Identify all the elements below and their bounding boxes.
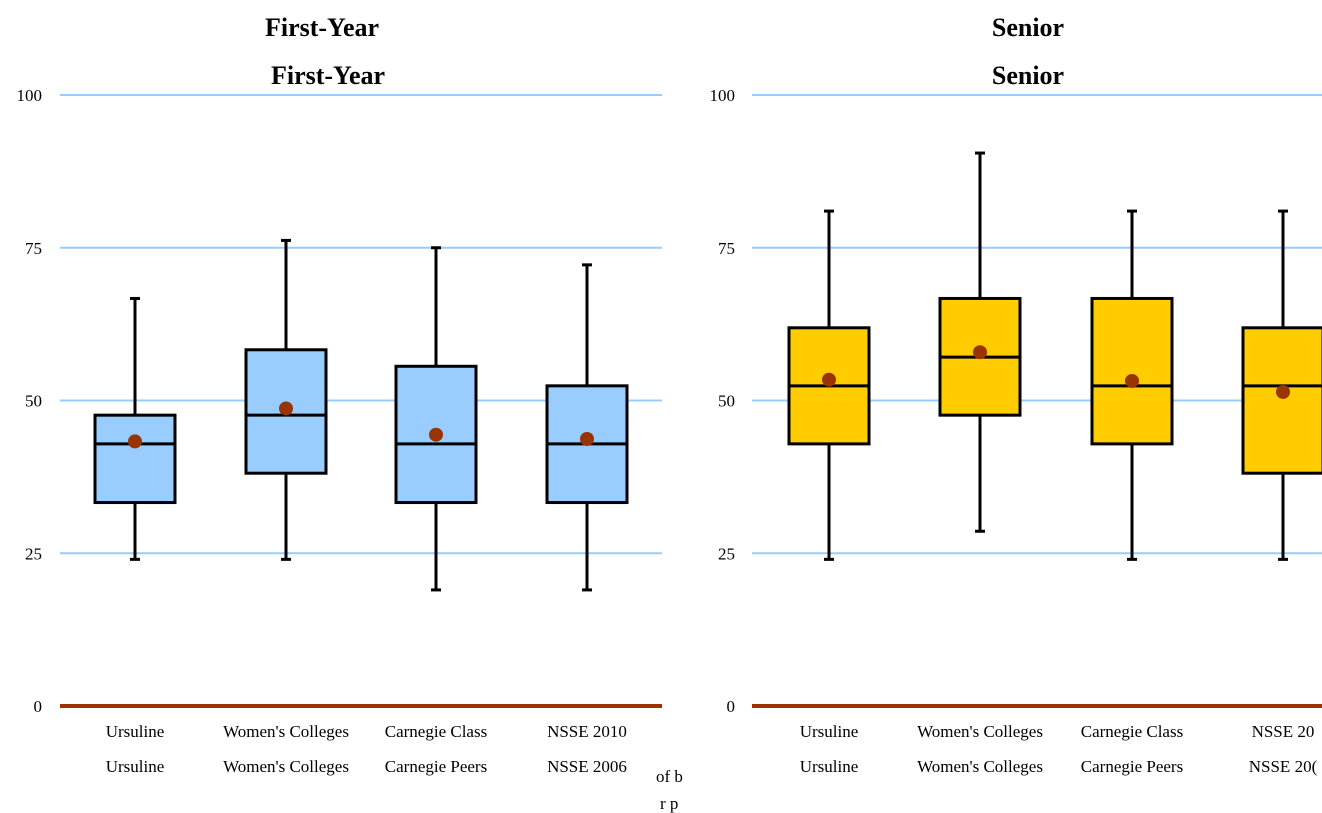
x-category-label: NSSE 2010 [547,722,627,741]
iqr-box [93,413,177,505]
y-tick-label: 50 [25,392,42,411]
x-category-label: Ursuline [106,722,165,741]
chart-title: First-Year [265,13,379,42]
chart-title: Senior [992,13,1064,42]
mean-point [1276,384,1290,399]
x-category-label-underlay: Ursuline [106,757,165,776]
x-category-label: Carnegie Class [385,722,487,741]
x-category-label-underlay: Women's Colleges [917,757,1043,776]
x-category-label-underlay: Carnegie Peers [1081,757,1183,776]
box-2 [394,246,478,592]
box-0 [787,209,871,561]
mean-point [429,427,443,442]
iqr-box [1241,326,1322,475]
first-year-panel: First-Year First-Year 0 25 50 75 100 Ursulin… [17,13,683,813]
cropped-fragment-2: r p [660,794,678,813]
x-category-label: Women's Colleges [917,722,1043,741]
x-category-label-underlay: Carnegie Peers [385,757,487,776]
senior-panel: Senior Senior 0 25 50 75 100 Ursuline Women's… [710,13,1322,776]
mean-point [822,372,836,387]
y-tick-label: 100 [17,86,43,105]
y-tick-label: 75 [718,239,735,258]
x-category-label-underlay: Women's Colleges [223,757,349,776]
y-tick-label: 0 [727,697,736,716]
mean-point [279,401,293,416]
box-0 [93,296,177,561]
cropped-fragment-1: of b [656,767,683,786]
mean-point [128,434,142,449]
mean-point [973,345,987,360]
x-category-label: Women's Colleges [223,722,349,741]
box-1 [244,238,328,561]
y-tick-label: 0 [34,697,43,716]
mean-point [580,431,594,446]
x-category-label: Ursuline [800,722,859,741]
x-category-label-underlay: Ursuline [800,757,859,776]
mean-point [1125,373,1139,388]
box-1 [938,151,1022,533]
y-tick-label: 100 [710,86,736,105]
y-tick-label: 50 [718,392,735,411]
chart-title-overlay: Senior [992,61,1064,90]
x-category-label-underlay: NSSE 20( [1249,757,1318,776]
y-tick-label: 75 [25,239,42,258]
x-category-label-underlay: NSSE 2006 [547,757,627,776]
x-category-label: NSSE 20 [1252,722,1315,741]
box-3 [1241,209,1322,561]
y-tick-label: 25 [718,544,735,563]
box-2 [1090,209,1174,561]
box-3 [545,263,629,592]
chart-title-overlay: First-Year [271,61,385,90]
x-category-label: Carnegie Class [1081,722,1183,741]
iqr-box [1090,296,1174,446]
y-tick-label: 25 [25,544,42,563]
